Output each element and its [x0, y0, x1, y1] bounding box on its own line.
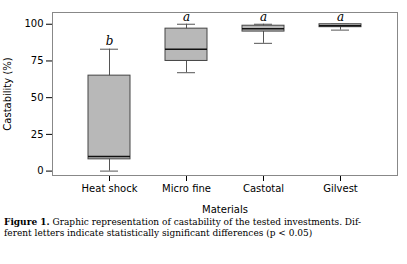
svg-text:Castability (%): Castability (%) [2, 57, 13, 130]
svg-text:25: 25 [31, 129, 44, 140]
html-text:Figure 1. Graphic representati: Figure 1. Graphic representation of cast… [4, 217, 361, 239]
svg-text:100: 100 [24, 18, 43, 29]
svg-text:75: 75 [31, 55, 44, 66]
svg-text:a: a [260, 10, 267, 24]
svg-text:Heat shock: Heat shock [82, 183, 138, 194]
svg-text:a: a [337, 10, 344, 24]
svg-text:b: b [106, 34, 114, 48]
svg-text:Gilvest: Gilvest [323, 183, 358, 194]
svg-text:Materials: Materials [202, 204, 248, 215]
svg-text:0: 0 [37, 165, 43, 176]
svg-text:Castotal: Castotal [243, 183, 284, 194]
svg-text:a: a [183, 10, 190, 24]
svg-text:50: 50 [31, 92, 44, 103]
svg-text:Micro fine: Micro fine [162, 183, 211, 194]
